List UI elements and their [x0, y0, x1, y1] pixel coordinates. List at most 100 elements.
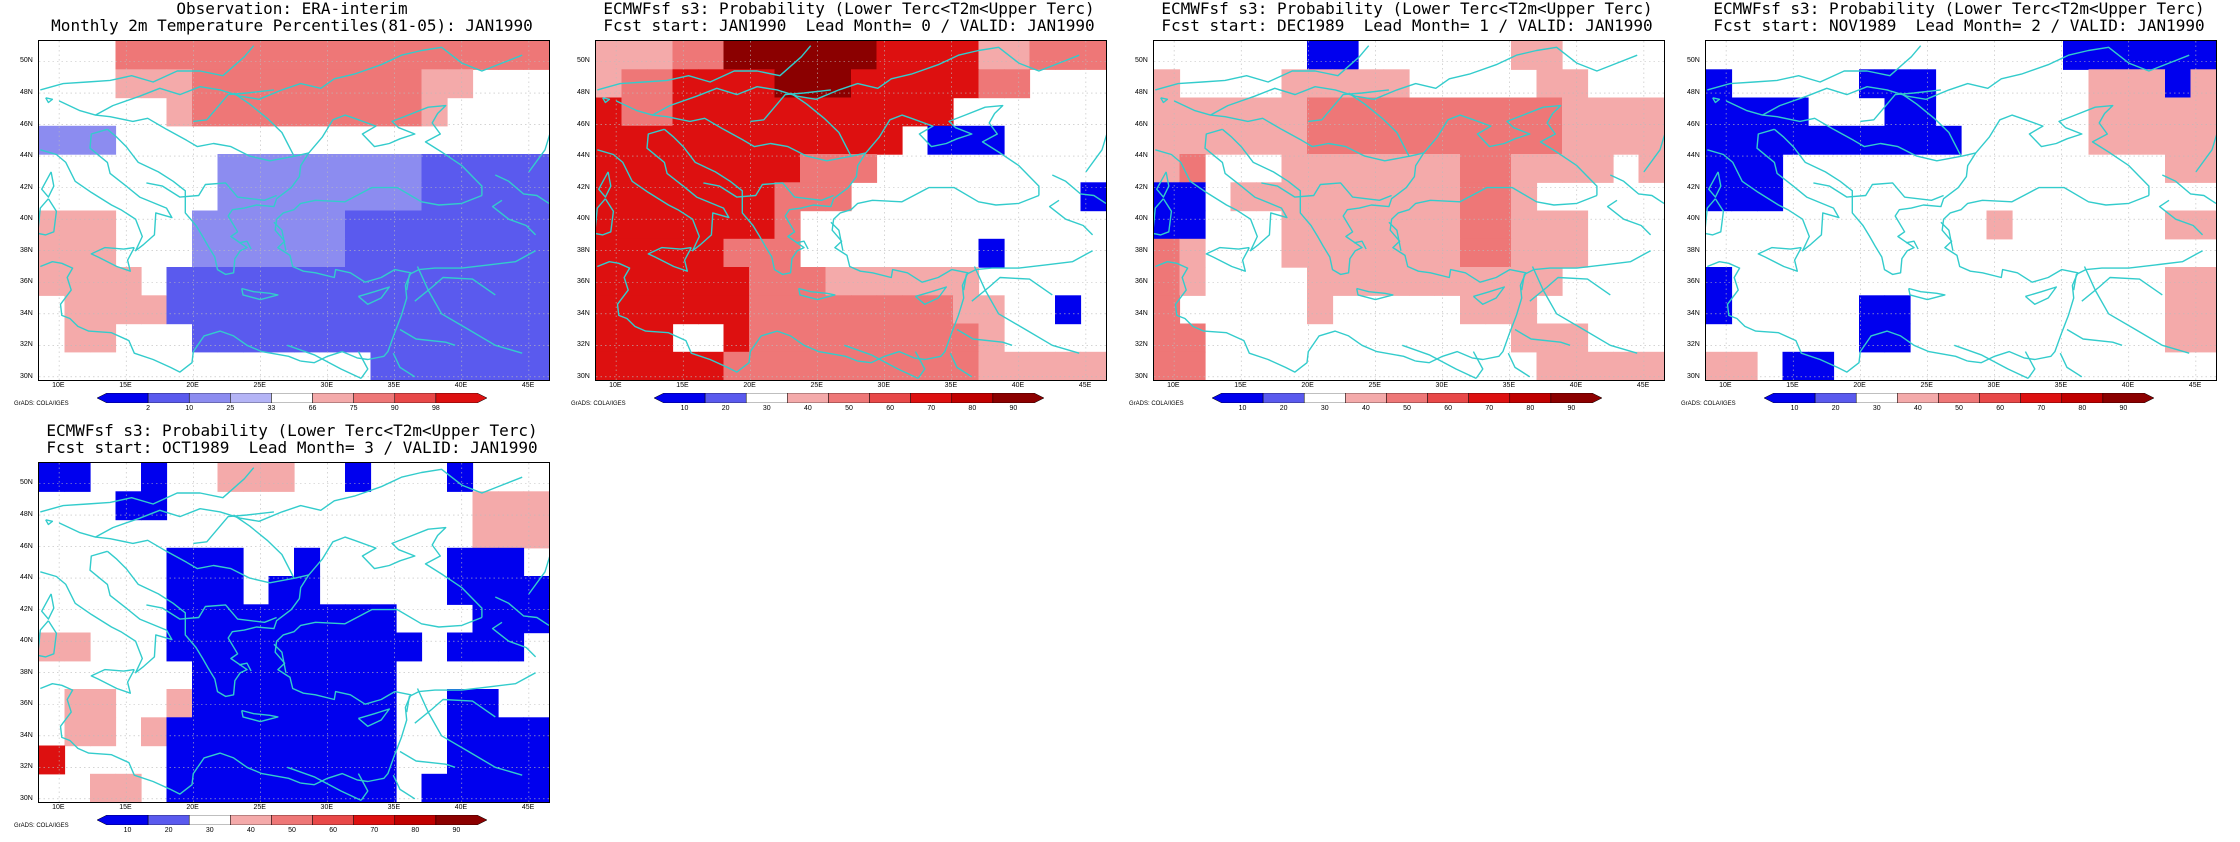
coastline — [40, 550, 173, 674]
lon-tick-label: 45E — [521, 804, 535, 811]
grid-cell — [192, 576, 219, 605]
lat-tick-label: 42N — [20, 183, 33, 191]
coastline — [1905, 240, 1919, 250]
colorbar-label: 90 — [390, 405, 399, 412]
grid-cell — [672, 182, 699, 212]
colorbar-segment — [992, 393, 1044, 403]
grid-cell — [902, 97, 929, 127]
grid-cell — [268, 745, 295, 775]
coastline — [1725, 100, 1976, 162]
lat-tick-label: 32N — [1687, 341, 1700, 349]
colorbar-segment — [1550, 393, 1602, 403]
coastline — [193, 89, 274, 123]
grid-cell — [1080, 182, 1106, 212]
grid-cell — [851, 41, 878, 70]
grid-cell — [902, 41, 929, 70]
lon-tick-label: 10E — [609, 382, 622, 389]
lat-tick-label: 48N — [20, 511, 33, 519]
grid-cell — [396, 210, 423, 240]
lat-tick-label: 38N — [1135, 246, 1148, 254]
shaded-cells — [1154, 41, 1664, 380]
grid-cell — [774, 323, 801, 353]
grid-cell — [647, 323, 674, 353]
grid-cell — [421, 154, 448, 183]
lat-tick-label: 32N — [20, 341, 33, 349]
lon-tick-label: 35E — [944, 382, 958, 389]
grid-cell — [447, 323, 474, 353]
grid-cell — [2165, 69, 2192, 99]
grid-cell — [1460, 154, 1487, 183]
colorbar-label: 10 — [680, 405, 689, 412]
grid-cell — [268, 238, 295, 268]
grid-cell — [268, 773, 295, 802]
coastline — [414, 698, 496, 724]
grid-cell — [166, 97, 193, 127]
grid-cell — [1179, 238, 1206, 268]
grid-cell — [1307, 238, 1334, 268]
grid-cell — [902, 295, 929, 325]
grid-cell — [1884, 125, 1911, 155]
grid-cell — [647, 267, 674, 296]
grid-cell — [472, 773, 499, 802]
lat-tick-label: 46N — [20, 120, 33, 128]
grid-cell — [396, 238, 423, 268]
grid-cell — [39, 463, 66, 492]
grid-cell — [1613, 97, 1640, 127]
grid-cell — [1205, 97, 1232, 127]
lon-tick-label: 15E — [119, 804, 132, 811]
grid-cell — [498, 210, 525, 240]
coastline — [1388, 221, 1402, 251]
lat-tick-label: 34N — [20, 309, 33, 317]
grid-cell — [319, 660, 346, 690]
coastline — [406, 250, 536, 291]
coastline — [90, 246, 135, 272]
grid-cell — [1986, 210, 2013, 240]
coastline — [40, 260, 301, 373]
grid-cell — [749, 267, 776, 296]
grid-cell — [345, 604, 372, 634]
grid-cell — [1562, 351, 1589, 380]
grid-cell — [800, 41, 827, 70]
lat-tick-label: 46N — [20, 542, 33, 550]
grid-cell — [1536, 210, 1563, 240]
coastline — [2024, 286, 2057, 305]
grid-cell — [672, 351, 699, 380]
coastline — [41, 171, 55, 198]
grid-cell — [902, 323, 929, 353]
colorbar-segment — [654, 393, 706, 403]
coastline — [1762, 46, 2190, 116]
grid-cell — [2190, 154, 2216, 183]
grid-cell — [421, 238, 448, 268]
coastline — [1085, 134, 1106, 173]
grid-cell — [1782, 97, 1809, 127]
lat-tick-label: 36N — [1135, 278, 1148, 286]
grid-cell — [1281, 97, 1308, 127]
grid-cell — [1230, 182, 1257, 212]
grid-cell — [192, 267, 219, 296]
coastline — [106, 104, 483, 276]
lat-tick-label: 44N — [577, 152, 590, 160]
lon-tick-label: 30E — [1435, 382, 1449, 389]
grid-cell — [166, 717, 193, 747]
grid-cell — [166, 576, 193, 605]
colorbar-segment — [271, 393, 313, 403]
coastline — [963, 250, 1093, 291]
grid-cell — [498, 519, 525, 549]
grid-cell — [825, 267, 852, 296]
grid-cell — [1256, 125, 1283, 155]
grid-cell — [217, 717, 244, 747]
grid-cell — [851, 97, 878, 127]
lat-tick-label: 32N — [20, 763, 33, 771]
grid-cell — [421, 182, 448, 212]
grid-cell — [319, 69, 346, 99]
colorbar-segment — [353, 815, 396, 825]
grid-cell — [2088, 69, 2115, 99]
coastline — [1261, 182, 1392, 202]
grid-cell — [498, 323, 525, 353]
grid-cell — [472, 323, 499, 353]
coastline — [40, 128, 173, 252]
coastline — [491, 621, 537, 658]
grid-cell — [1179, 182, 1206, 212]
title-line-2: Fcst start: DEC1989 Lead Month= 1 / VALI… — [1161, 16, 1653, 35]
lon-tick-label: 35E — [387, 804, 401, 811]
